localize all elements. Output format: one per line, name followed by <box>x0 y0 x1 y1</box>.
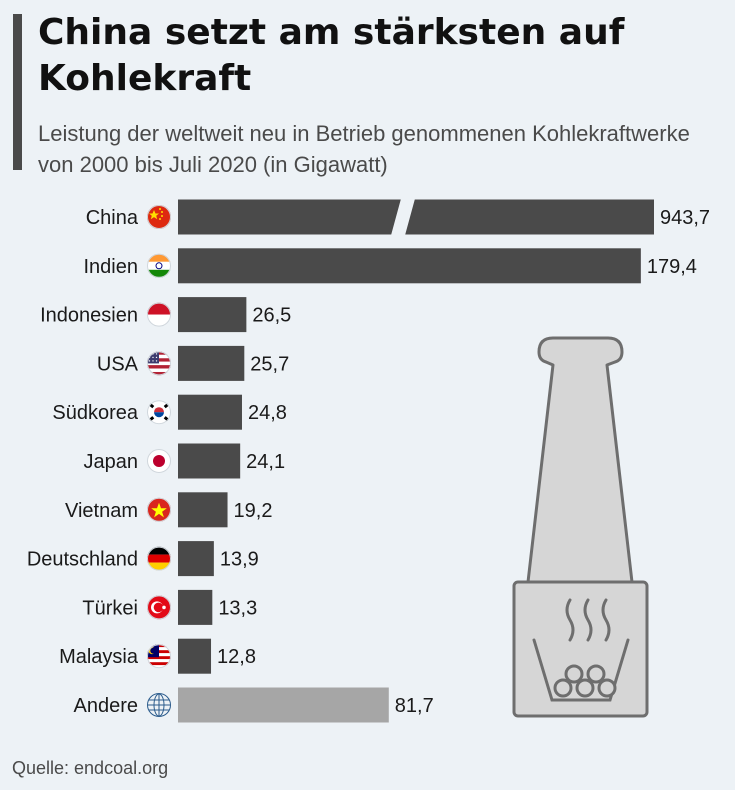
globe-icon <box>147 693 171 717</box>
usa-flag-icon <box>147 351 171 376</box>
bar-row-1: Indien 179,4 <box>84 248 697 284</box>
title-accent-bar <box>13 14 22 170</box>
bar-row-10: Andere 81,7 <box>74 687 434 723</box>
bar-row-8: Türkei 13,3 <box>82 589 257 625</box>
category-label: Südkorea <box>52 402 138 424</box>
china-flag-icon <box>147 205 171 229</box>
vietnam-flag-icon <box>147 497 171 522</box>
category-label: Deutschland <box>27 549 138 571</box>
value-label: 25,7 <box>250 353 289 375</box>
category-label: Malaysia <box>59 646 139 668</box>
chart-subtitle: Leistung der weltweit neu in Betrieb gen… <box>38 121 690 177</box>
value-label: 943,7 <box>660 207 710 229</box>
india-flag-icon <box>147 253 171 278</box>
bar <box>178 638 212 674</box>
value-label: 24,8 <box>248 402 287 424</box>
bar <box>178 345 245 381</box>
bar <box>178 589 213 625</box>
chart-title: China setzt am stärksten auf Kohlekraft <box>38 12 625 99</box>
value-label: 13,3 <box>218 597 257 619</box>
category-label: Andere <box>74 695 139 717</box>
bar-row-3: USA 25,7 <box>97 345 289 381</box>
bar-row-5: Japan 24,1 <box>84 443 285 479</box>
category-label: USA <box>97 353 139 375</box>
bar <box>178 297 247 333</box>
value-label: 19,2 <box>234 500 273 522</box>
category-label: Türkei <box>82 597 138 619</box>
bar <box>178 541 214 577</box>
coal-chimney-illustration <box>512 336 649 718</box>
malaysia-flag-icon <box>147 644 171 669</box>
bar <box>178 443 241 479</box>
south-korea-flag-icon <box>147 400 171 425</box>
indonesia-flag-icon <box>147 302 171 327</box>
bar-row-6: Vietnam 19,2 <box>65 492 273 528</box>
bar <box>178 492 228 528</box>
value-label: 24,1 <box>246 451 285 473</box>
bar-row-9: Malaysia 12,8 <box>59 638 256 674</box>
bar <box>178 394 242 430</box>
category-label: Indien <box>84 256 139 278</box>
bar-row-4: Südkorea 24,8 <box>52 394 287 430</box>
value-label: 12,8 <box>217 646 256 668</box>
source-note: Quelle: endcoal.org <box>12 758 169 778</box>
value-label: 179,4 <box>647 256 697 278</box>
bar <box>178 199 654 235</box>
bar <box>178 687 389 723</box>
value-label: 26,5 <box>252 305 291 327</box>
axis-break-marker <box>390 195 416 239</box>
bar-group: China 943,7 Indien 179,4 Indonesien 26,5 USA 25… <box>27 195 710 723</box>
category-label: Japan <box>84 451 139 473</box>
value-label: 13,9 <box>220 549 259 571</box>
germany-flag-icon <box>147 546 171 571</box>
value-label: 81,7 <box>395 695 434 717</box>
category-label: Vietnam <box>65 500 138 522</box>
bar-row-0: China 943,7 <box>86 195 710 239</box>
bar-row-7: Deutschland 13,9 <box>27 541 259 577</box>
bar <box>178 248 641 284</box>
japan-flag-icon <box>147 449 171 473</box>
category-label: China <box>86 207 139 229</box>
category-label: Indonesien <box>40 305 138 327</box>
turkey-flag-icon <box>147 595 171 620</box>
bar-row-2: Indonesien 26,5 <box>40 297 291 333</box>
